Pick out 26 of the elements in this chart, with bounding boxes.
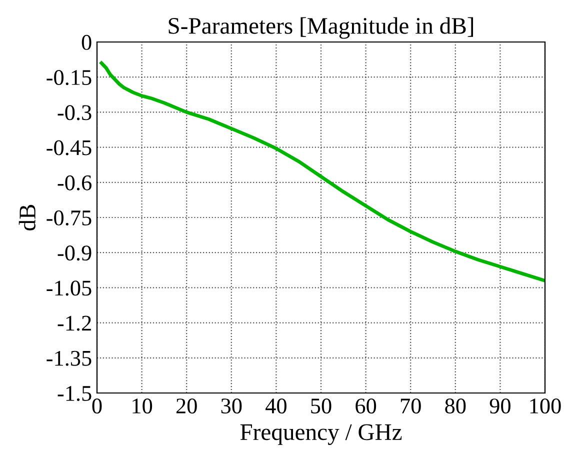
x-tick-label: 90 [490, 398, 510, 414]
y-axis-title: dB [18, 204, 36, 230]
y-tick-label: 0 [82, 34, 92, 50]
y-tick-label: -0.9 [58, 246, 92, 261]
y-tick-label: -0.3 [58, 105, 92, 120]
chart-title: S-Parameters [Magnitude in dB] [168, 17, 474, 39]
x-tick-label: 100 [530, 398, 561, 414]
y-tick-label: -1.05 [46, 280, 92, 296]
x-tick-label: 0 [92, 398, 102, 414]
y-tick-label: -0.6 [58, 175, 92, 190]
x-tick-label: 70 [400, 398, 421, 414]
y-tick-label: -1.2 [58, 316, 91, 331]
line-series [100, 61, 545, 282]
x-tick-label: 50 [311, 398, 332, 414]
x-tick-label: 20 [176, 398, 197, 414]
x-tick-label: 10 [132, 398, 152, 414]
x-tick-label: 60 [356, 398, 376, 414]
y-tick-label: -0.75 [46, 210, 92, 226]
y-tick-label: -0.45 [46, 140, 92, 156]
x-axis-title: Frequency / GHz [240, 424, 402, 445]
x-tick-label: 80 [445, 398, 466, 414]
x-tick-label: 30 [221, 398, 242, 414]
y-tick-label: -0.15 [46, 70, 92, 86]
y-tick-label: -1.5 [58, 386, 92, 402]
y-tick-label: -1.35 [46, 350, 92, 366]
x-tick-label: 40 [266, 398, 286, 414]
